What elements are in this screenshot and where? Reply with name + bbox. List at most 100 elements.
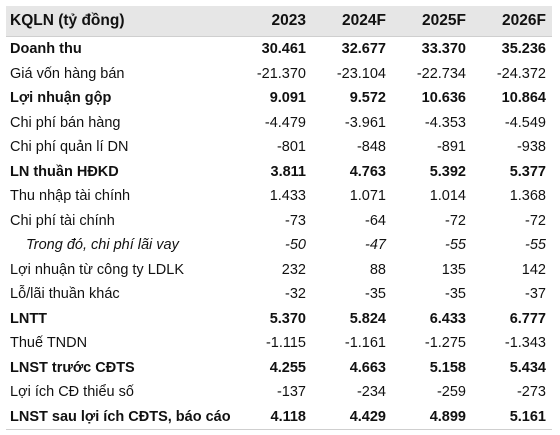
row-value: 3.811	[270, 163, 307, 180]
row-value: -50	[285, 237, 306, 254]
row-value: 1.014	[429, 188, 466, 205]
row-value: 1.433	[269, 188, 306, 205]
table-row: LN thuần HĐKD 3.811 4.763 5.392 5.377	[6, 160, 552, 185]
table-row: Chi phí bán hàng -4.479 -3.961 -4.353 -4.549	[6, 111, 552, 136]
row-label: Thu nhập tài chính	[10, 188, 131, 205]
row-value: -21.370	[256, 65, 306, 82]
table-row: LNST sau lợi ích CĐTS, báo cáo 4.118 4.429…	[6, 404, 552, 430]
row-label: LNST sau lợi ích CĐTS, báo cáo	[6, 404, 232, 430]
row-value: 142	[521, 261, 546, 278]
row-label: Lợi nhuận gộp	[10, 90, 112, 107]
row-label: Doanh thu	[10, 41, 82, 58]
row-value: 32.677	[341, 41, 386, 58]
table-row: Thuế TNDN -1.115 -1.161 -1.275 -1.343	[6, 331, 552, 356]
row-value: -801	[276, 139, 306, 156]
header-year-2026f: 2026F	[472, 6, 552, 37]
row-value: 30.461	[261, 41, 306, 58]
row-value: 4.899	[392, 404, 472, 430]
header-year-2023: 2023	[232, 6, 312, 37]
table-header: KQLN (tỷ đồng) 2023 2024F 2025F 2026F	[6, 6, 552, 37]
income-statement-table: KQLN (tỷ đồng) 2023 2024F 2025F 2026F Do…	[6, 6, 552, 430]
row-value: 4.429	[312, 404, 392, 430]
row-value: -938	[516, 139, 546, 156]
header-label: KQLN (tỷ đồng)	[6, 6, 232, 37]
table-row: Chi phí tài chính -73 -64 -72 -72	[6, 209, 552, 234]
row-value: 4.118	[232, 404, 312, 430]
row-value: -1.275	[424, 335, 466, 352]
row-value: -234	[356, 384, 386, 401]
row-value: 6.777	[509, 310, 546, 327]
header-row: KQLN (tỷ đồng) 2023 2024F 2025F 2026F	[6, 6, 552, 37]
row-value: -72	[525, 212, 546, 229]
row-value: 35.236	[501, 41, 546, 58]
table-row: Doanh thu 30.461 32.677 33.370 35.236	[6, 37, 552, 62]
row-value: -22.734	[416, 65, 466, 82]
row-value: 4.255	[269, 359, 306, 376]
row-value: -259	[436, 384, 466, 401]
row-value: -37	[525, 286, 546, 303]
row-value: 9.572	[349, 90, 386, 107]
row-label: Lợi nhuận từ công ty LDLK	[10, 261, 184, 278]
row-value: 5.824	[349, 310, 386, 327]
table-row: Lỗ/lãi thuần khác -32 -35 -35 -37	[6, 282, 552, 307]
row-value: 5.161	[472, 404, 552, 430]
table-row: Trong đó, chi phí lãi vay -50 -47 -55 -55	[6, 233, 552, 258]
row-label: Chi phí quản lí DN	[10, 139, 129, 156]
row-label: Thuế TNDN	[10, 335, 88, 352]
row-value: 88	[369, 261, 386, 278]
row-value: -1.343	[504, 335, 546, 352]
row-label: Giá vốn hàng bán	[10, 65, 125, 82]
row-value: -23.104	[336, 65, 386, 82]
table-row: LNST trước CĐTS 4.255 4.663 5.158 5.434	[6, 356, 552, 381]
row-value: -35	[445, 286, 466, 303]
row-value: -64	[365, 212, 386, 229]
row-value: 10.864	[501, 90, 546, 107]
row-value: -24.372	[496, 65, 546, 82]
table-row: Giá vốn hàng bán -21.370 -23.104 -22.734 -24…	[6, 62, 552, 87]
row-value: -848	[356, 139, 386, 156]
row-value: -55	[445, 237, 466, 254]
table-row: Lợi nhuận gộp 9.091 9.572 10.636 10.864	[6, 86, 552, 111]
row-value: 9.091	[269, 90, 306, 107]
table-row: Lợi ích CĐ thiểu số -137 -234 -259 -273	[6, 380, 552, 405]
table-row: Chi phí quản lí DN -801 -848 -891 -938	[6, 135, 552, 160]
row-value: -3.961	[344, 114, 386, 131]
row-value: 5.434	[509, 359, 546, 376]
row-value: -137	[276, 384, 306, 401]
row-value: -32	[285, 286, 306, 303]
row-value: 5.392	[429, 163, 466, 180]
header-year-2025f: 2025F	[392, 6, 472, 37]
row-label: LNTT	[10, 310, 48, 327]
row-label: LNST trước CĐTS	[10, 359, 135, 376]
row-label: Trong đó, chi phí lãi vay	[26, 237, 179, 254]
row-value: 4.663	[349, 359, 386, 376]
row-label: LN thuần HĐKD	[10, 163, 119, 180]
row-value: -47	[365, 237, 386, 254]
row-value: 5.377	[509, 163, 546, 180]
table-row: Thu nhập tài chính 1.433 1.071 1.014 1.368	[6, 184, 552, 209]
row-value: 232	[281, 261, 306, 278]
header-year-2024f: 2024F	[312, 6, 392, 37]
row-value: -4.479	[264, 114, 306, 131]
row-label: Lỗ/lãi thuần khác	[10, 286, 120, 303]
row-value: 5.158	[429, 359, 466, 376]
row-value: 5.370	[269, 310, 306, 327]
row-value: 10.636	[421, 90, 466, 107]
row-value: -55	[525, 237, 546, 254]
row-value: -72	[445, 212, 466, 229]
row-value: -73	[285, 212, 306, 229]
row-value: 33.370	[421, 41, 466, 58]
row-value: -4.549	[504, 114, 546, 131]
row-value: -4.353	[424, 114, 466, 131]
row-value: 1.368	[509, 188, 546, 205]
row-value: 1.071	[349, 188, 386, 205]
row-value: 6.433	[429, 310, 466, 327]
table-body: Doanh thu 30.461 32.677 33.370 35.236 Giá vốn…	[6, 37, 552, 430]
row-value: 135	[441, 261, 466, 278]
row-label: Lợi ích CĐ thiểu số	[10, 384, 134, 401]
row-value: -35	[365, 286, 386, 303]
row-value: -1.161	[344, 335, 386, 352]
row-value: 4.763	[349, 163, 386, 180]
row-label: Chi phí bán hàng	[10, 114, 121, 131]
